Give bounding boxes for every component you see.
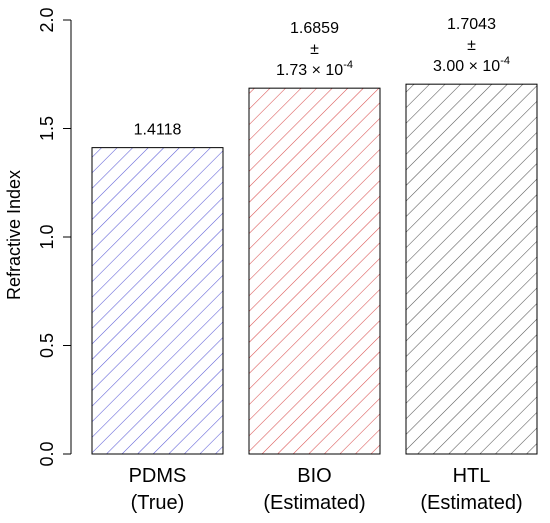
data-label-error-exponent: -4 (500, 55, 510, 67)
category-label-line1: PDMS (129, 465, 187, 487)
category-label-line2: (Estimated) (263, 492, 365, 514)
data-label-error-mantissa: 3.00 × 10 (433, 58, 500, 75)
y-ticks: 0.0 0.5 1.0 1.5 2.0 (37, 7, 71, 467)
category-labels: PDMS (True) BIO (Estimated) HTL (Estimated) (129, 465, 523, 514)
y-tick-label: 2.0 (37, 7, 57, 32)
bar (91, 147, 224, 455)
data-label: 1.4118 (134, 122, 182, 139)
y-tick-label: 1.5 (37, 116, 57, 141)
category-label-line2: (Estimated) (420, 492, 522, 514)
bar (248, 87, 381, 455)
data-label-error-exponent: -4 (343, 59, 353, 71)
bar (405, 83, 538, 455)
category-label-line1: HTL (453, 465, 491, 487)
y-tick-label: 0.0 (37, 441, 57, 466)
bars (91, 83, 538, 455)
data-label-error: 1.73 × 10-4 (276, 59, 353, 79)
data-label-error-mantissa: 1.73 × 10 (276, 62, 343, 79)
y-tick-label: 0.5 (37, 333, 57, 358)
y-tick-label: 1.0 (37, 224, 57, 249)
data-label-value: 1.6859 (290, 20, 339, 37)
data-label-plusminus: ± (467, 37, 476, 54)
data-label-plusminus: ± (310, 41, 319, 58)
y-axis-label: Refractive Index (4, 170, 24, 300)
category-label-line1: BIO (297, 465, 331, 487)
data-label-error: 3.00 × 10-4 (433, 55, 510, 75)
data-label-value: 1.7043 (447, 16, 496, 33)
category-label-line2: (True) (131, 492, 185, 514)
